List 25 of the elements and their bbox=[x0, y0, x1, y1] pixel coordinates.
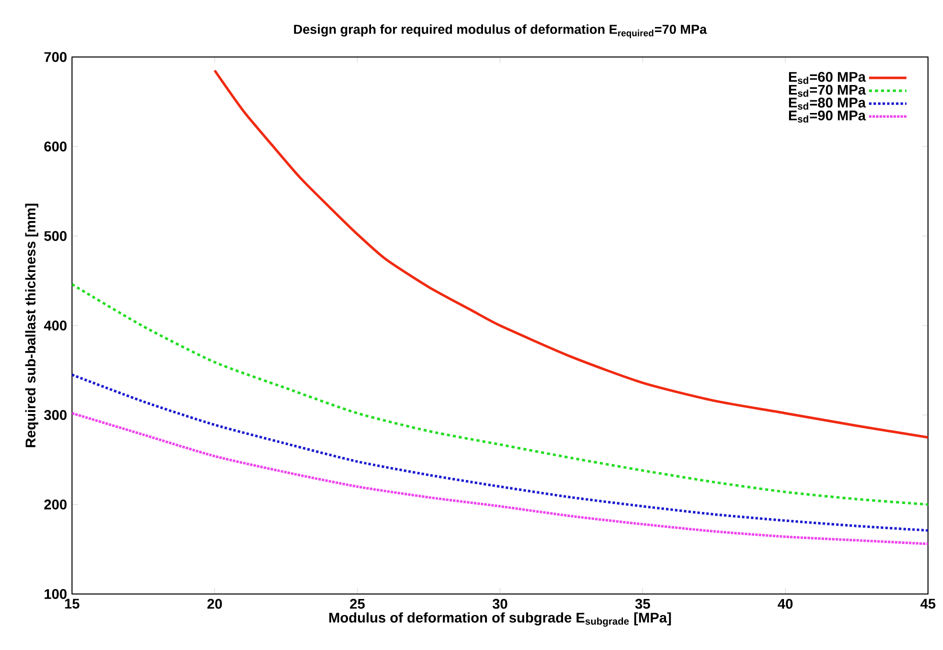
line-series bbox=[72, 283, 928, 506]
x-tick-label: 30 bbox=[492, 598, 508, 609]
x-axis-title: Modulus of deformation of subgrade E$_{subgrade}$ [MPa] bbox=[329, 612, 671, 627]
y-axis-title: Required sub-ballast thickness [mm] bbox=[25, 204, 38, 448]
x-tick-label: 15 bbox=[65, 598, 80, 609]
legend-label: E$_{sd}$=70 MPa bbox=[789, 84, 866, 97]
legend-label: E$_{sd}$=80 MPa bbox=[789, 98, 866, 110]
legend-label: E$_{sd}$=90 MPa bbox=[789, 110, 866, 123]
line-series bbox=[72, 373, 928, 532]
y-tick-label: 700 bbox=[44, 52, 67, 62]
y-tick-label: 400 bbox=[44, 320, 67, 330]
x-tick-label: 45 bbox=[920, 598, 936, 609]
y-tick-label: 600 bbox=[44, 142, 67, 152]
line-series bbox=[213, 69, 928, 439]
x-tick-label: 40 bbox=[778, 598, 793, 609]
x-tick-label: 25 bbox=[350, 598, 365, 609]
chart-title: Design graph for required modulus of deformation E$_{required}$=70 MPa bbox=[294, 24, 707, 38]
x-tick-label: 20 bbox=[207, 598, 222, 609]
y-tick-label: 200 bbox=[44, 500, 67, 510]
legend-label: E$_{sd}$=60 MPa bbox=[789, 72, 866, 84]
y-tick-label: 100 bbox=[44, 589, 67, 599]
y-tick-label: 500 bbox=[44, 231, 67, 241]
y-tick-label: 300 bbox=[44, 410, 67, 420]
x-tick-label: 35 bbox=[635, 598, 650, 609]
line-series bbox=[72, 412, 928, 546]
